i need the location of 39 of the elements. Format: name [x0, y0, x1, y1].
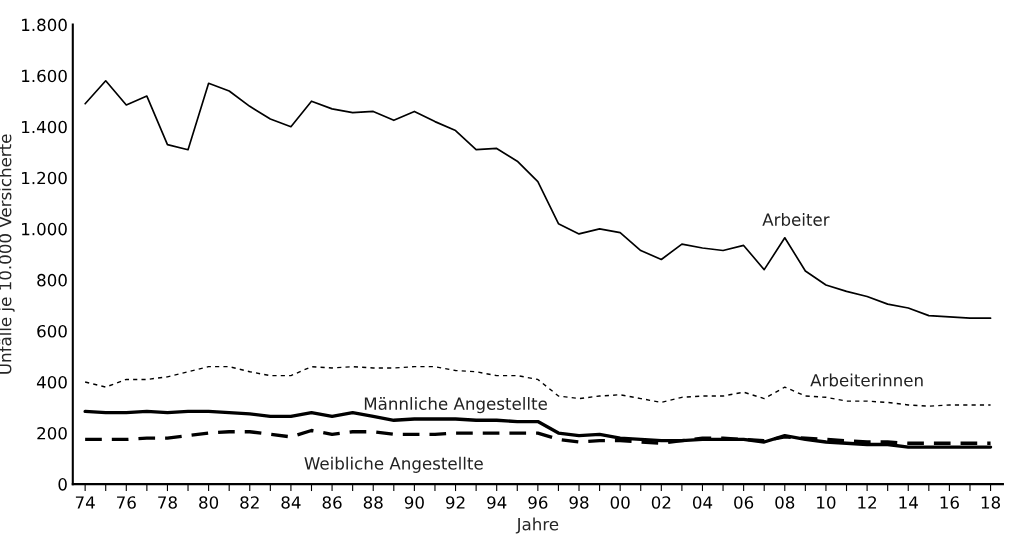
x-tick-label: 00: [610, 496, 630, 509]
y-tick-label: 1.000: [22, 222, 67, 236]
x-tick-label: 92: [445, 496, 465, 509]
x-tick-label: 04: [692, 496, 713, 509]
x-tick-label: 96: [528, 496, 548, 509]
x-tick-label: 16: [940, 496, 959, 509]
y-tick-label: 1.800: [22, 18, 67, 32]
y-tick-label: 800: [37, 273, 67, 287]
line-series: [84, 79, 992, 320]
x-tick-label: 80: [199, 496, 219, 509]
y-tick-label: 200: [37, 427, 67, 440]
y-tick-label: 1.600: [22, 69, 67, 83]
x-tick-label: 74: [75, 496, 95, 509]
x-tick-label: 86: [322, 496, 342, 509]
x-tick-label: 82: [240, 496, 259, 509]
x-tick-label: 18: [981, 496, 1001, 509]
x-tick-label: 88: [363, 496, 383, 509]
y-tick-label: 0: [58, 478, 67, 491]
series-label: Arbeiter: [762, 213, 830, 226]
x-tick-label: 06: [734, 496, 754, 509]
x-tick-label: 02: [651, 496, 671, 509]
x-tick-label: 98: [569, 496, 589, 509]
x-tick-label: 08: [775, 496, 795, 509]
x-tick-label: 10: [817, 496, 836, 509]
series-label: Männliche Angestellte: [364, 397, 547, 414]
y-tick-label: 1.200: [22, 171, 67, 185]
y-tick-label: 400: [36, 375, 67, 389]
x-tick-label: 94: [487, 496, 507, 509]
series-label: Arbeiterinnen: [810, 373, 923, 387]
y-tick-label: 1.400: [22, 120, 67, 134]
x-tick-label: 12: [858, 496, 877, 509]
x-tick-label: 14: [899, 496, 918, 509]
x-tick-label: 78: [158, 496, 177, 509]
y-tick-label: 600: [37, 324, 67, 338]
x-axis-title: Jahre: [515, 517, 559, 534]
series-label: Weibliche Angestellte: [304, 456, 483, 473]
x-tick-label: 76: [117, 496, 136, 509]
x-tick-label: 90: [404, 496, 424, 509]
x-tick-label: 84: [281, 496, 301, 509]
